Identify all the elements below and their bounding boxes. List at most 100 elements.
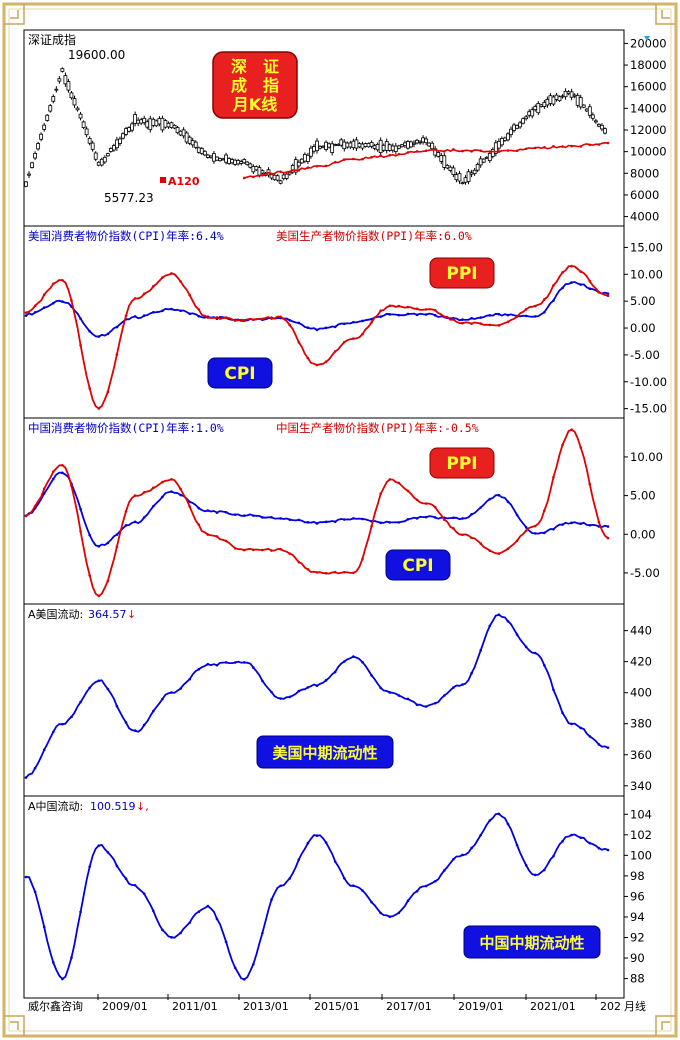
- candle-body: [72, 98, 77, 106]
- candle-body: [127, 127, 131, 132]
- candle-body: [312, 146, 316, 152]
- candle-body: [481, 158, 486, 163]
- candle-body: [442, 155, 447, 168]
- data-point: [497, 312, 501, 316]
- candle-body: [284, 173, 289, 179]
- data-point: [361, 557, 364, 561]
- candle-body: [102, 156, 107, 163]
- panel3-ppi-badge: PPI: [429, 447, 495, 479]
- data-point: [142, 314, 146, 317]
- data-point: [524, 147, 528, 151]
- data-point: [579, 270, 583, 273]
- panel3-series: [24, 428, 610, 598]
- data-point: [370, 321, 373, 324]
- y-tick-label: 440: [630, 624, 652, 638]
- candle-body: [457, 173, 462, 182]
- candle-body: [157, 118, 162, 125]
- data-point: [206, 533, 210, 536]
- data-point: [543, 868, 546, 872]
- data-point: [588, 143, 592, 147]
- data-point: [206, 316, 210, 319]
- candle-body: [515, 125, 519, 129]
- candle-body: [372, 145, 377, 149]
- data-point: [406, 517, 410, 521]
- data-point: [342, 518, 346, 521]
- data-point: [570, 521, 573, 525]
- data-point: [279, 884, 282, 888]
- data-point: [51, 282, 55, 286]
- data-point: [361, 319, 364, 323]
- panel5-badge-text: 中国中期流动性: [479, 934, 584, 952]
- data-point: [288, 695, 292, 699]
- data-point: [42, 293, 46, 297]
- candle-body: [184, 132, 189, 143]
- data-point: [506, 149, 510, 152]
- data-point: [433, 308, 437, 312]
- candle-body: [354, 139, 359, 149]
- data-point: [333, 670, 337, 674]
- data-point: [443, 518, 446, 521]
- candle-body: [318, 145, 322, 149]
- data-point: [479, 316, 482, 319]
- candle-body: [202, 150, 207, 156]
- y-tick-label: 20000: [630, 36, 667, 50]
- candle-body: [154, 120, 159, 127]
- candle-body: [260, 170, 265, 174]
- scroll-marker-icon[interactable]: [644, 36, 650, 41]
- x-tick-label: 2017/01: [386, 1000, 432, 1013]
- data-point: [543, 310, 546, 314]
- data-point: [570, 264, 573, 268]
- candle-body: [281, 174, 286, 180]
- candle-body: [136, 119, 141, 124]
- data-point: [288, 552, 292, 555]
- data-point: [279, 170, 282, 173]
- data-point: [361, 157, 364, 161]
- data-point: [488, 549, 492, 552]
- data-point: [315, 363, 319, 367]
- data-point: [288, 877, 292, 880]
- data-point: [461, 853, 464, 857]
- candle-body: [412, 142, 416, 145]
- candle-body: [69, 92, 74, 99]
- x-tick-label: 2011/01: [172, 1000, 218, 1013]
- data-point: [324, 164, 328, 168]
- candle-body: [472, 169, 477, 175]
- data-point: [70, 956, 73, 959]
- data-point: [533, 532, 537, 535]
- data-point: [333, 520, 337, 524]
- candle-body: [45, 114, 50, 121]
- data-point: [352, 157, 355, 161]
- candle-body: [548, 95, 553, 104]
- data-point: [279, 315, 282, 319]
- data-point: [415, 307, 419, 311]
- y-tick-label: 100: [630, 848, 652, 862]
- data-point: [506, 547, 510, 551]
- panel2-ppi-label: PPI: [446, 264, 477, 284]
- candle-body: [506, 133, 510, 141]
- data-point: [152, 504, 155, 508]
- candle-body: [327, 143, 332, 148]
- data-point: [342, 876, 346, 880]
- candle-body: [66, 81, 71, 91]
- data-point: [79, 700, 82, 704]
- candle-body: [81, 121, 86, 128]
- candle-body: [421, 137, 425, 143]
- candle-body: [151, 118, 156, 126]
- candle-body: [384, 141, 389, 151]
- candle-body: [227, 158, 231, 164]
- candle-body: [245, 161, 250, 166]
- data-point: [470, 846, 473, 850]
- data-point: [261, 679, 264, 683]
- data-point: [388, 521, 392, 524]
- candle-body: [487, 152, 492, 161]
- candle-body: [199, 148, 204, 154]
- candle-body: [96, 161, 101, 166]
- data-point: [233, 547, 237, 550]
- data-point: [51, 301, 55, 305]
- panel1-badge: 深 证 成 指 月K线: [212, 51, 298, 119]
- data-point: [424, 515, 428, 519]
- candle-body: [248, 163, 253, 168]
- data-point: [370, 674, 373, 677]
- panel5-value: 100.519: [90, 800, 136, 813]
